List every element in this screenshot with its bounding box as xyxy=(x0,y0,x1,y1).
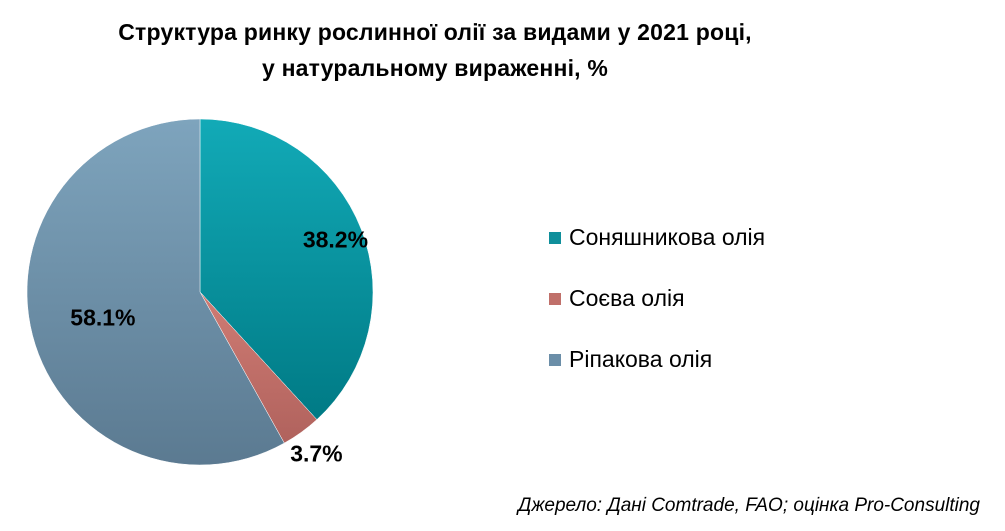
legend-item-sunflower: Соняшникова олія xyxy=(549,207,765,268)
source-note: Джерело: Дані Comtrade, FAO; оцінка Pro-… xyxy=(517,495,980,516)
data-label-sunflower: 38.2% xyxy=(303,226,368,252)
chart-title-line1: Структура ринку рослинної олії за видами… xyxy=(118,19,752,45)
data-label-rapeseed: 58.1% xyxy=(70,304,135,330)
legend-label: Ріпакова олія xyxy=(569,346,713,372)
chart-legend: Соняшникова олія Соєва олія Ріпакова олі… xyxy=(549,207,765,390)
chart-subtitle: у натуральному вираженні, % xyxy=(261,55,609,81)
pie-slice-sunflower xyxy=(199,118,374,420)
legend-label: Соняшникова олія xyxy=(569,224,766,250)
legend-item-rapeseed: Ріпакова олія xyxy=(549,329,765,390)
legend-swatch xyxy=(549,231,561,244)
legend-label: Соєва олія xyxy=(569,285,685,311)
pie-slice-rapeseed xyxy=(26,118,285,466)
chart-title: Структура ринку рослинної олії за видами… xyxy=(0,14,870,86)
legend-item-soy: Соєва олія xyxy=(549,268,765,329)
data-label-soy: 3.7% xyxy=(290,440,342,466)
legend-swatch xyxy=(549,353,561,366)
legend-swatch xyxy=(549,292,561,305)
